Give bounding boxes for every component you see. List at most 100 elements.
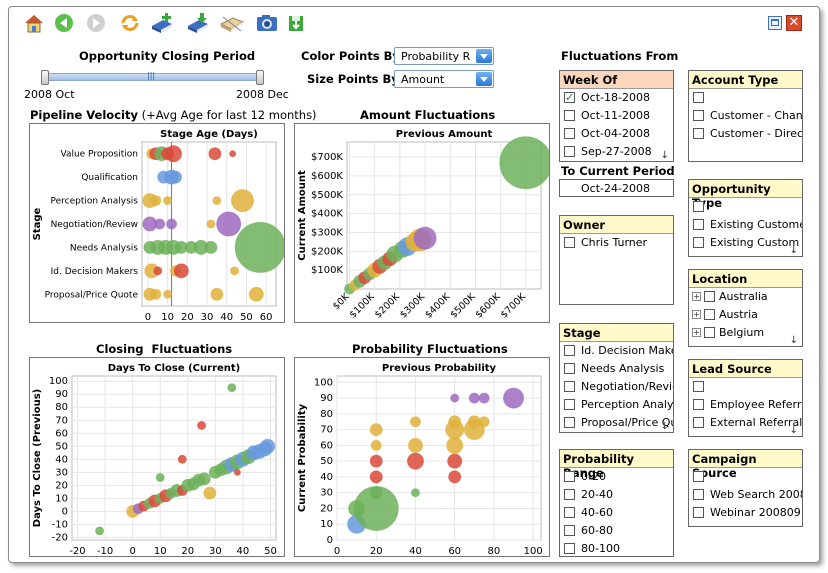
restore-icon[interactable] bbox=[768, 16, 782, 30]
lead-source-list: Employee Referral External Referral bbox=[689, 378, 802, 432]
data-point bbox=[206, 219, 216, 229]
checkbox[interactable] bbox=[564, 381, 575, 392]
account-type-item[interactable]: Customer - Chann bbox=[689, 107, 802, 125]
location-item[interactable]: + Australia bbox=[689, 288, 802, 306]
checkbox[interactable] bbox=[564, 110, 575, 121]
hide-book-icon[interactable] bbox=[219, 12, 245, 34]
prob-range-item[interactable]: 20-40 bbox=[560, 486, 673, 504]
checkbox[interactable] bbox=[693, 507, 704, 518]
checkbox[interactable] bbox=[693, 381, 704, 392]
lead-source-item[interactable]: Employee Referral bbox=[689, 396, 802, 414]
stage-filter-item[interactable]: Proposal/Price Qu bbox=[560, 414, 673, 432]
checkbox[interactable] bbox=[693, 219, 704, 230]
account-type-item[interactable] bbox=[689, 89, 802, 107]
probability-fluctuations-chart: Previous Probability Current Probability 0… bbox=[294, 357, 550, 557]
checkbox[interactable] bbox=[693, 92, 704, 103]
stage-filter-item[interactable]: Id. Decision Make bbox=[560, 342, 673, 360]
checkbox[interactable] bbox=[564, 525, 575, 536]
data-point bbox=[448, 415, 462, 429]
scroll-down-icon[interactable]: ↓ bbox=[660, 421, 669, 432]
period-slider-start-handle[interactable] bbox=[41, 70, 49, 85]
checkbox[interactable] bbox=[564, 399, 575, 410]
prob-range-item[interactable]: 40-60 bbox=[560, 504, 673, 522]
opp-type-item[interactable]: Existing Customer bbox=[689, 216, 802, 234]
campaign-item[interactable]: Webinar 200809 bbox=[689, 504, 802, 522]
opportunity-type-filter: Opportunity Type Existing Customer Existi… bbox=[688, 179, 803, 257]
scroll-down-icon[interactable]: ↓ bbox=[789, 425, 798, 436]
prob-range-item[interactable]: 0-20 bbox=[560, 468, 673, 486]
to-current-select[interactable]: Oct-24-2008 bbox=[559, 179, 674, 197]
lead-source-item[interactable]: External Referral bbox=[689, 414, 802, 432]
checkbox[interactable] bbox=[693, 128, 704, 139]
checkbox[interactable] bbox=[693, 399, 704, 410]
size-points-select[interactable]: Amount bbox=[394, 70, 494, 88]
add-book-icon[interactable] bbox=[149, 12, 175, 34]
campaign-item[interactable]: Web Search 2008 bbox=[689, 486, 802, 504]
checkbox[interactable] bbox=[564, 128, 575, 139]
stage-filter-item[interactable]: Negotiation/Reviev bbox=[560, 378, 673, 396]
checkbox[interactable] bbox=[704, 309, 715, 320]
location-item[interactable]: + Belgium bbox=[689, 324, 802, 342]
checkbox[interactable] bbox=[564, 489, 575, 500]
account-type-item[interactable]: Customer - Direct bbox=[689, 125, 802, 143]
checkbox[interactable] bbox=[564, 507, 575, 518]
download-book-icon[interactable] bbox=[185, 12, 211, 34]
item-label: Austria bbox=[719, 308, 758, 321]
stage-filter-item[interactable]: Perception Analys bbox=[560, 396, 673, 414]
camera-icon[interactable] bbox=[254, 12, 280, 34]
data-point bbox=[406, 452, 424, 470]
checkbox[interactable] bbox=[693, 110, 704, 121]
stage-filter-item[interactable]: Needs Analysis bbox=[560, 360, 673, 378]
period-slider-end-handle[interactable] bbox=[256, 70, 264, 85]
expand-icon[interactable]: + bbox=[692, 328, 701, 337]
checkbox[interactable] bbox=[564, 89, 575, 107]
checkbox[interactable] bbox=[564, 417, 575, 428]
expand-icon[interactable]: + bbox=[692, 310, 701, 319]
location-item[interactable]: + Austria bbox=[689, 306, 802, 324]
week-of-item[interactable]: Oct-11-2008 bbox=[560, 107, 673, 125]
x-tick-label: 40 bbox=[237, 546, 250, 557]
scroll-down-icon[interactable]: ↓ bbox=[789, 245, 798, 256]
data-point bbox=[409, 416, 421, 428]
home-icon[interactable] bbox=[21, 12, 47, 34]
expand-icon[interactable]: + bbox=[692, 292, 701, 301]
week-of-item[interactable]: Oct-18-2008 bbox=[560, 89, 673, 107]
y-tick-label: Perception Analysis bbox=[50, 197, 138, 207]
opp-type-item[interactable]: Existing Custom bbox=[689, 234, 802, 252]
back-icon[interactable] bbox=[51, 12, 77, 34]
checkbox[interactable] bbox=[564, 543, 575, 554]
checkbox[interactable] bbox=[693, 417, 704, 428]
checkbox[interactable] bbox=[693, 201, 704, 212]
checkbox[interactable] bbox=[564, 363, 575, 374]
checkbox[interactable] bbox=[564, 345, 575, 356]
checkbox[interactable] bbox=[564, 146, 575, 157]
checkbox[interactable] bbox=[564, 237, 575, 248]
checkbox[interactable] bbox=[704, 291, 715, 302]
checkbox[interactable] bbox=[564, 471, 575, 482]
forward-icon[interactable] bbox=[83, 12, 109, 34]
opp-type-item[interactable] bbox=[689, 198, 802, 216]
account-type-list: Customer - Chann Customer - Direct bbox=[689, 89, 802, 143]
week-of-item[interactable]: Sep-27-2008 bbox=[560, 143, 673, 161]
data-point bbox=[155, 473, 165, 483]
checkbox[interactable] bbox=[704, 327, 715, 338]
checkbox[interactable] bbox=[693, 489, 704, 500]
checkbox[interactable] bbox=[693, 237, 704, 248]
lead-source-item[interactable] bbox=[689, 378, 802, 396]
week-of-item[interactable]: Oct-04-2008 bbox=[560, 125, 673, 143]
scroll-down-icon[interactable]: ↓ bbox=[660, 150, 669, 161]
prob-range-item[interactable]: 80-100 bbox=[560, 540, 673, 556]
close-icon[interactable]: ✕ bbox=[786, 15, 802, 31]
data-point bbox=[233, 468, 241, 476]
data-point bbox=[166, 218, 178, 230]
scroll-down-icon[interactable]: ↓ bbox=[789, 335, 798, 346]
period-slider-grip[interactable]: ||| bbox=[147, 71, 156, 80]
prob-range-item[interactable]: 60-80 bbox=[560, 522, 673, 540]
owner-item[interactable]: Chris Turner bbox=[560, 234, 673, 252]
save-icon[interactable] bbox=[283, 12, 309, 34]
checkbox[interactable] bbox=[693, 471, 704, 482]
data-point bbox=[177, 454, 187, 464]
campaign-item[interactable] bbox=[689, 468, 802, 486]
color-points-select[interactable]: Probability R bbox=[394, 47, 494, 65]
refresh-icon[interactable] bbox=[117, 12, 143, 34]
